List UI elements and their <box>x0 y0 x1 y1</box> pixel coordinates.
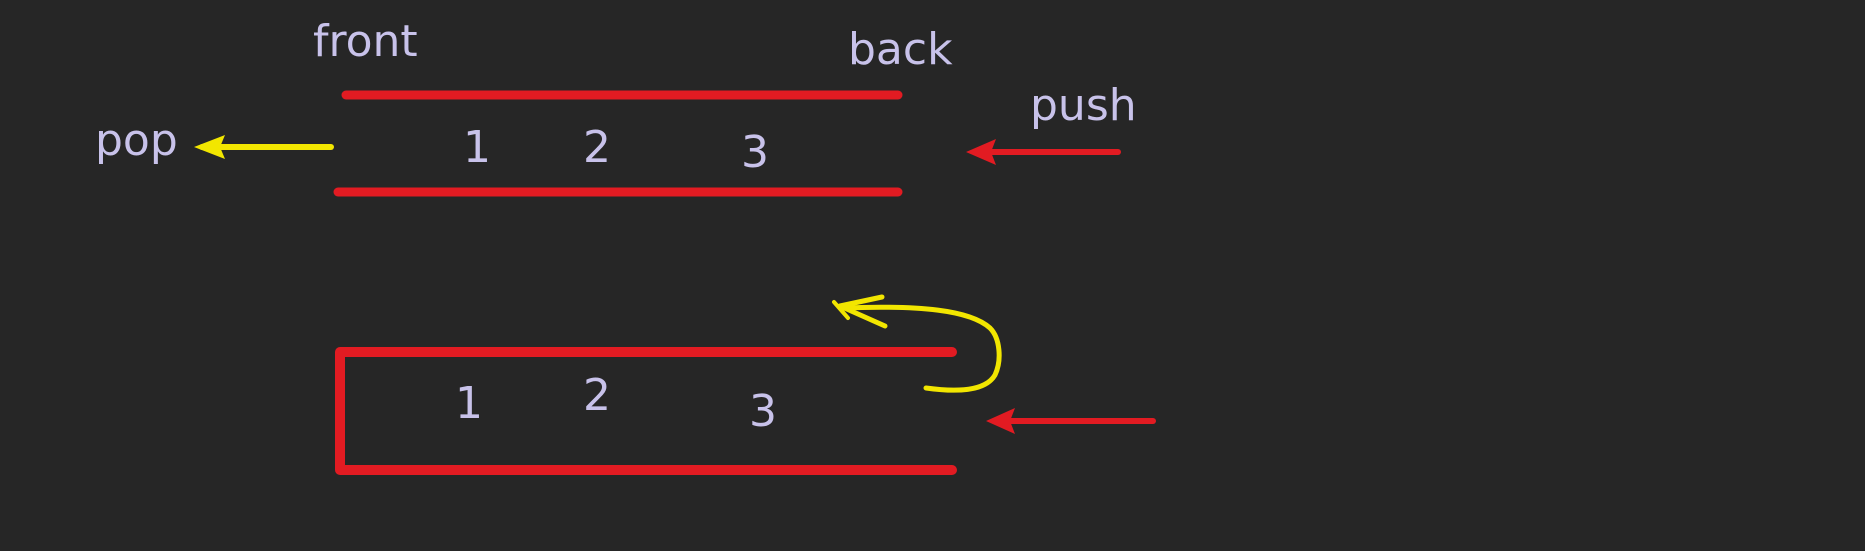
pop-label: pop <box>95 115 178 166</box>
back-label: back <box>848 24 953 75</box>
queue-element-1: 1 <box>463 122 491 173</box>
arrow-left-icon <box>966 139 1121 165</box>
queue-element-3: 3 <box>741 127 769 178</box>
stack-diagram: 1 2 3 <box>335 294 1156 475</box>
stack-element-2: 2 <box>583 370 611 421</box>
front-label: front <box>313 16 418 67</box>
stack-element-3: 3 <box>749 386 777 437</box>
arrow-left-icon <box>986 408 1156 434</box>
stack-border <box>335 347 957 475</box>
curved-arrow-icon <box>832 294 1002 393</box>
queue-diagram: front back 1 2 3 pop push <box>95 16 1137 197</box>
queue-element-2: 2 <box>583 122 611 173</box>
stack-element-1: 1 <box>455 378 483 429</box>
arrow-left-icon <box>194 135 334 159</box>
push-label: push <box>1030 80 1137 131</box>
